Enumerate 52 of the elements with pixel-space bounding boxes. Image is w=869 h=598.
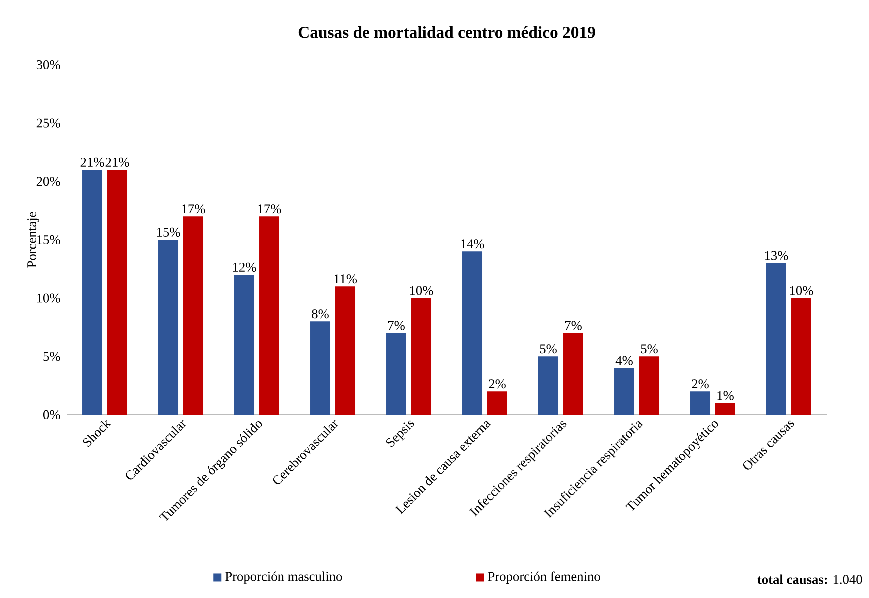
y-tick-label: 5%: [44, 352, 60, 362]
legend-label: Proporción masculino: [226, 572, 342, 584]
y-tick-label: 20%: [36, 177, 60, 186]
bar: [564, 333, 584, 415]
bar: [690, 392, 711, 415]
chart-title: Causas de mortalidad centro médico 2019: [298, 26, 596, 38]
data-label: 2%: [692, 380, 709, 389]
bar: [386, 333, 406, 415]
bar: [82, 170, 103, 415]
data-label: 14%: [461, 240, 484, 249]
y-tick-label: 10%: [38, 294, 60, 303]
data-label: 4%: [616, 356, 633, 366]
data-label: 10%: [410, 286, 434, 296]
bar: [538, 356, 559, 415]
bar: [412, 298, 432, 415]
bar: [716, 403, 736, 415]
bar: [792, 298, 812, 415]
data-label: 15%: [157, 228, 180, 237]
bar: [766, 263, 787, 415]
bar: [614, 368, 634, 415]
data-label: 21%: [80, 158, 104, 167]
bar: [234, 274, 255, 415]
bar: [488, 392, 508, 415]
data-label: 11%: [334, 274, 358, 284]
data-label: 12%: [233, 262, 256, 272]
bar: [158, 240, 179, 415]
bar: [184, 216, 204, 415]
data-label: 10%: [790, 286, 814, 296]
bar: [310, 322, 331, 415]
y-tick-label: 25%: [36, 118, 60, 128]
data-label: 21%: [106, 158, 130, 167]
bar: [336, 286, 356, 415]
data-label: 5%: [540, 344, 557, 354]
y-tick-label: 30%: [36, 60, 60, 70]
data-label: 5%: [641, 344, 658, 354]
data-label: 7%: [565, 321, 582, 330]
legend-label: Proporción femenino: [488, 572, 600, 584]
bar: [260, 216, 280, 415]
text: total causas: 1.040: [758, 574, 862, 584]
data-label: 13%: [765, 251, 788, 260]
data-label: 17%: [258, 204, 282, 214]
data-label: 2%: [489, 380, 506, 389]
bar: [108, 170, 128, 415]
bar: [462, 252, 483, 415]
data-label: 8%: [312, 310, 329, 319]
y-tick-label: 0%: [43, 410, 60, 420]
data-label: 7%: [388, 321, 405, 330]
y-axis-title: Porcentaje: [28, 212, 40, 268]
data-label: 1%: [718, 391, 734, 400]
data-label: 17%: [182, 204, 206, 214]
bar: [640, 356, 660, 415]
y-tick-label: 15%: [38, 235, 60, 245]
